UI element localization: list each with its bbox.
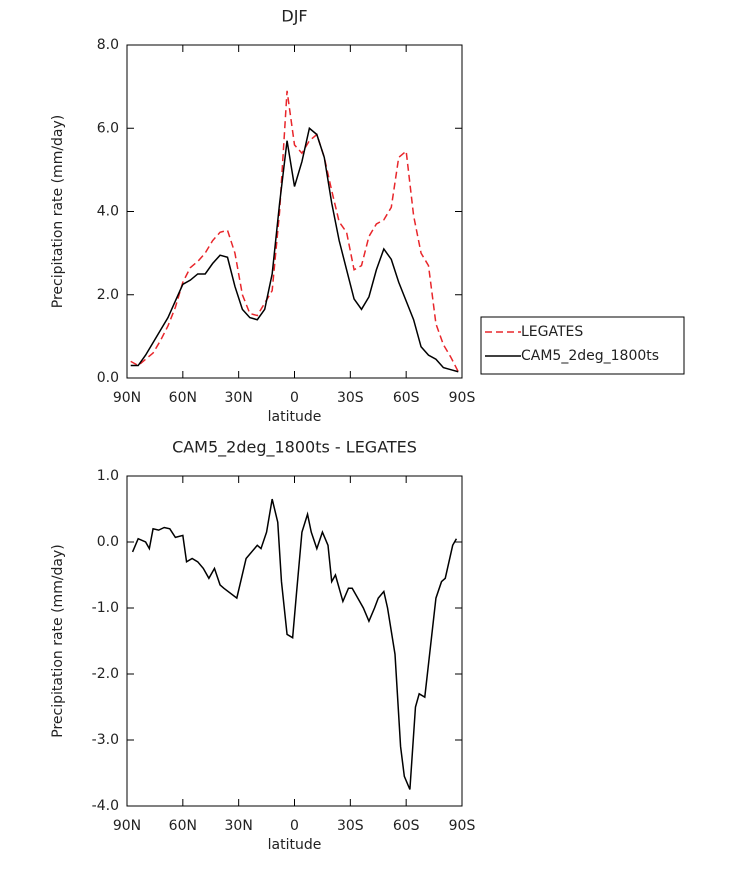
x-tick-label: 0 xyxy=(290,818,299,834)
x-tick-label: 30N xyxy=(225,818,253,834)
x-axis-label: latitude xyxy=(268,409,322,425)
data-line xyxy=(130,90,459,373)
chart-title: DJF xyxy=(281,7,307,26)
y-tick-label: -2.0 xyxy=(92,666,119,682)
x-tick-label: 30N xyxy=(225,390,253,406)
y-axis-label: Precipitation rate (mm/day) xyxy=(50,115,66,309)
legend-label: LEGATES xyxy=(521,324,583,340)
x-tick-label: 60N xyxy=(169,390,197,406)
x-tick-label: 30S xyxy=(337,390,364,406)
x-tick-label: 90S xyxy=(449,818,476,834)
x-tick-label: 90N xyxy=(113,390,141,406)
x-tick-label: 60N xyxy=(169,818,197,834)
y-tick-label: 2.0 xyxy=(97,287,119,303)
x-tick-label: 0 xyxy=(290,390,299,406)
data-line xyxy=(130,126,459,373)
y-tick-label: 0.0 xyxy=(97,370,119,386)
y-tick-label: 4.0 xyxy=(97,204,119,220)
y-axis-label: Precipitation rate (mm/day) xyxy=(50,544,66,738)
y-tick-label: 6.0 xyxy=(97,120,119,136)
legend-box xyxy=(480,316,685,375)
legend-label: CAM5_2deg_1800ts xyxy=(521,348,659,364)
y-tick-label: 0.0 xyxy=(97,534,119,550)
y-tick-label: 1.0 xyxy=(97,468,119,484)
y-tick-label: -3.0 xyxy=(92,732,119,748)
y-tick-label: -1.0 xyxy=(92,600,119,616)
x-tick-label: 60S xyxy=(393,818,420,834)
x-tick-label: 90N xyxy=(113,818,141,834)
y-tick-label: 8.0 xyxy=(97,37,119,53)
chart-title: CAM5_2deg_1800ts - LEGATES xyxy=(172,438,417,458)
x-tick-label: 60S xyxy=(393,390,420,406)
plot-frame xyxy=(126,44,463,379)
x-axis-label: latitude xyxy=(268,837,322,853)
y-tick-label: -4.0 xyxy=(92,798,119,814)
x-tick-label: 30S xyxy=(337,818,364,834)
x-tick-label: 90S xyxy=(449,390,476,406)
data-line xyxy=(131,498,458,790)
